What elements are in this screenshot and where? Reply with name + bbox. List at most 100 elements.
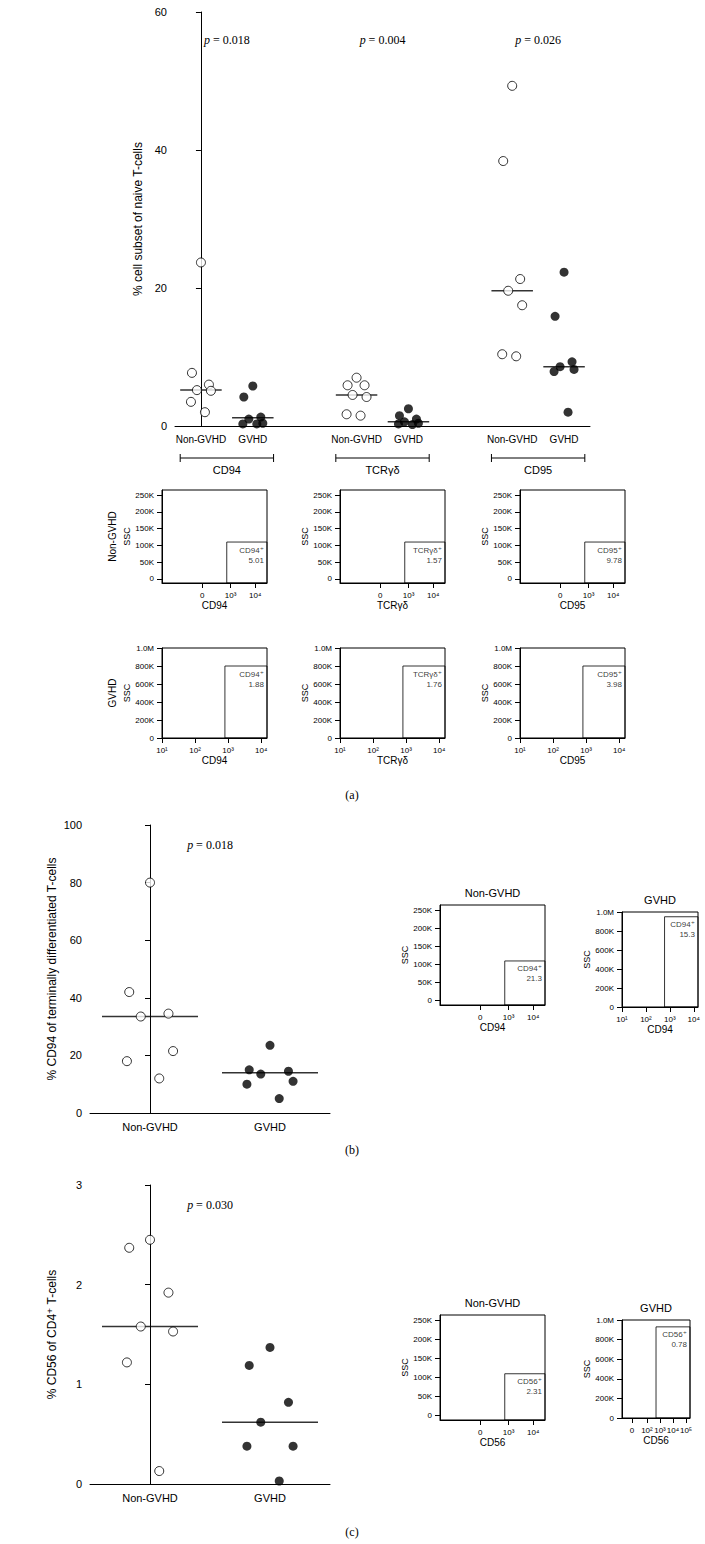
svg-text:10⁵: 10⁵ <box>680 1426 692 1435</box>
svg-text:10³: 10³ <box>225 591 237 600</box>
svg-text:CD95: CD95 <box>524 464 552 476</box>
svg-text:400K: 400K <box>313 698 332 707</box>
svg-text:TCRγδ: TCRγδ <box>377 600 409 611</box>
svg-text:CD94: CD94 <box>480 1022 506 1033</box>
svg-text:0: 0 <box>328 734 333 743</box>
svg-text:10²: 10² <box>189 746 201 755</box>
svg-text:TCRγδ: TCRγδ <box>377 755 409 766</box>
svg-text:CD94⁺: CD94⁺ <box>670 920 695 929</box>
svg-text:Non-GVHD: Non-GVHD <box>465 887 521 899</box>
svg-text:400K: 400K <box>595 965 614 974</box>
svg-text:CD56⁺: CD56⁺ <box>517 1377 542 1386</box>
svg-text:10¹: 10¹ <box>514 746 526 755</box>
svg-text:SSC: SSC <box>582 1359 592 1378</box>
svg-text:p: p <box>186 1198 193 1212</box>
svg-text:3: 3 <box>76 1179 82 1191</box>
svg-text:200K: 200K <box>595 984 614 993</box>
svg-text:GVHD: GVHD <box>394 434 423 445</box>
svg-text:= 0.018: = 0.018 <box>193 838 233 852</box>
svg-text:800K: 800K <box>313 662 332 671</box>
svg-text:600K: 600K <box>135 680 154 689</box>
svg-text:250K: 250K <box>413 1316 432 1325</box>
svg-text:10¹: 10¹ <box>334 746 346 755</box>
svg-text:200K: 200K <box>135 507 154 516</box>
svg-text:CD95: CD95 <box>560 755 586 766</box>
svg-text:800K: 800K <box>493 662 512 671</box>
svg-text:600K: 600K <box>493 680 512 689</box>
svg-text:250K: 250K <box>135 491 154 500</box>
svg-text:p: p <box>186 838 193 852</box>
svg-text:10³: 10³ <box>400 746 412 755</box>
svg-text:CD95⁺: CD95⁺ <box>597 546 622 555</box>
svg-text:10³: 10³ <box>503 1428 515 1437</box>
svg-text:10³: 10³ <box>403 591 415 600</box>
svg-text:0: 0 <box>200 591 205 600</box>
svg-text:GVHD: GVHD <box>107 679 118 708</box>
svg-text:10³: 10³ <box>503 1013 515 1022</box>
svg-text:CD95⁺: CD95⁺ <box>597 670 622 679</box>
svg-text:CD94: CD94 <box>647 1024 673 1035</box>
svg-text:600K: 600K <box>595 1355 614 1364</box>
svg-text:10⁴: 10⁴ <box>427 591 440 600</box>
svg-text:10²: 10² <box>640 1015 652 1024</box>
svg-text:600K: 600K <box>313 680 332 689</box>
svg-text:10⁴: 10⁴ <box>433 746 446 755</box>
svg-text:0: 0 <box>150 734 155 743</box>
svg-text:150K: 150K <box>313 524 332 533</box>
svg-text:400K: 400K <box>135 698 154 707</box>
svg-text:0.78: 0.78 <box>671 1340 687 1349</box>
svg-text:800K: 800K <box>595 1335 614 1344</box>
svg-text:50K: 50K <box>418 978 433 987</box>
svg-text:CD56: CD56 <box>643 1435 669 1446</box>
svg-text:Non-GVHD: Non-GVHD <box>176 434 227 445</box>
svg-text:10⁴: 10⁴ <box>249 591 262 600</box>
svg-text:10⁴: 10⁴ <box>688 1015 701 1024</box>
svg-text:200K: 200K <box>413 924 432 933</box>
svg-text:0: 0 <box>150 574 155 583</box>
svg-text:0: 0 <box>558 591 563 600</box>
svg-text:400K: 400K <box>595 1374 614 1383</box>
svg-text:100K: 100K <box>493 541 512 550</box>
svg-text:0: 0 <box>161 420 167 432</box>
svg-text:TCRγδ: TCRγδ <box>365 464 399 476</box>
svg-text:100K: 100K <box>313 541 332 550</box>
svg-text:1.0M: 1.0M <box>136 644 154 653</box>
svg-text:TCRγδ⁺: TCRγδ⁺ <box>413 546 442 555</box>
svg-text:15.3: 15.3 <box>679 930 695 939</box>
svg-text:10⁴: 10⁴ <box>667 1426 680 1435</box>
svg-text:150K: 150K <box>493 524 512 533</box>
svg-text:50K: 50K <box>140 558 155 567</box>
svg-text:21.3: 21.3 <box>526 974 542 983</box>
svg-text:0: 0 <box>610 1414 615 1423</box>
svg-text:10²: 10² <box>641 1426 653 1435</box>
svg-text:TCRγδ⁺: TCRγδ⁺ <box>413 670 442 679</box>
svg-text:10³: 10³ <box>664 1015 676 1024</box>
svg-text:3.98: 3.98 <box>606 680 622 689</box>
svg-text:200K: 200K <box>413 1335 432 1344</box>
svg-text:(b): (b) <box>345 1143 359 1157</box>
svg-text:100K: 100K <box>413 1373 432 1382</box>
svg-text:2: 2 <box>76 1279 82 1291</box>
svg-text:GVHD: GVHD <box>550 434 579 445</box>
svg-text:10³: 10³ <box>222 746 234 755</box>
svg-text:10²: 10² <box>547 746 559 755</box>
svg-text:250K: 250K <box>413 906 432 915</box>
svg-text:CD56: CD56 <box>480 1437 506 1448</box>
svg-text:10⁴: 10⁴ <box>607 591 620 600</box>
svg-text:Non-GVHD: Non-GVHD <box>331 434 382 445</box>
svg-text:10³: 10³ <box>583 591 595 600</box>
svg-text:0: 0 <box>630 1426 635 1435</box>
svg-text:= 0.018: = 0.018 <box>210 33 250 47</box>
svg-text:100K: 100K <box>135 541 154 550</box>
svg-text:% CD94 of terminally different: % CD94 of terminally differentiated T-ce… <box>45 858 59 1081</box>
svg-text:10⁴: 10⁴ <box>527 1428 540 1437</box>
svg-text:20: 20 <box>155 282 167 294</box>
svg-text:800K: 800K <box>135 662 154 671</box>
svg-text:0: 0 <box>478 1013 483 1022</box>
svg-text:10⁴: 10⁴ <box>255 746 268 755</box>
svg-text:10³: 10³ <box>654 1426 666 1435</box>
svg-text:CD94: CD94 <box>202 600 228 611</box>
svg-text:(c): (c) <box>345 1525 358 1539</box>
svg-text:0: 0 <box>76 1107 82 1119</box>
svg-text:CD94: CD94 <box>213 464 241 476</box>
